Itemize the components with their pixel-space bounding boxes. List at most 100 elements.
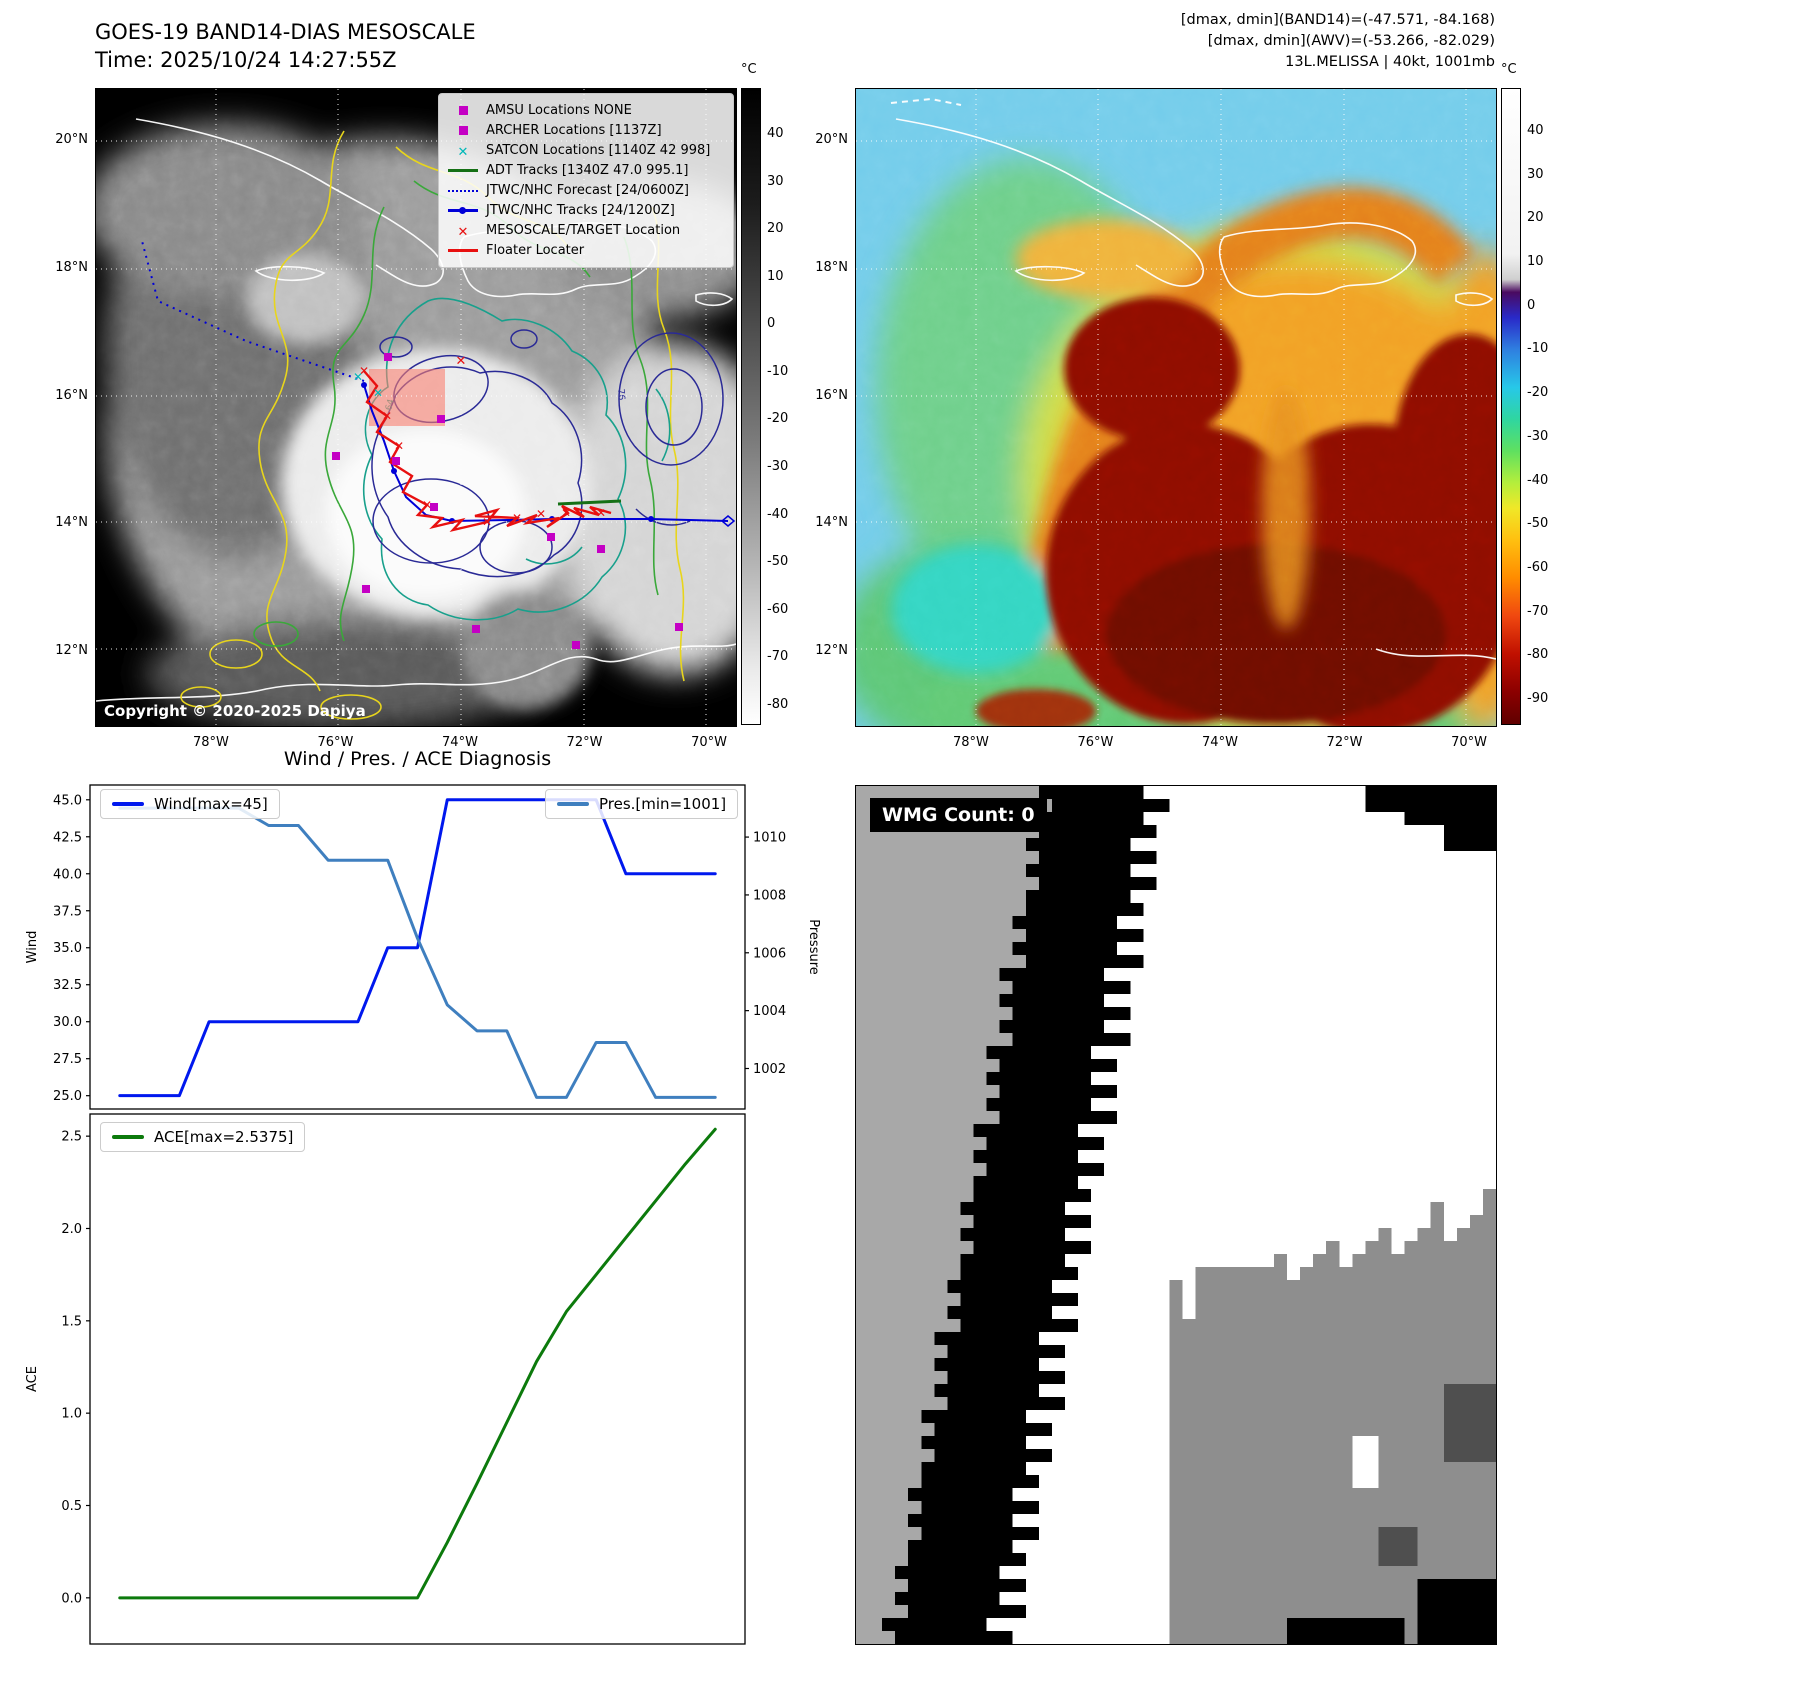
svg-text:1004: 1004 bbox=[753, 1004, 786, 1019]
legend-item-jtwc-track: JTWC/NHC Tracks [24/1200Z] bbox=[448, 201, 724, 220]
wmg-panel: WMG Count: 0 bbox=[855, 785, 1497, 1645]
colorbar-tick-label: -50 bbox=[1527, 516, 1549, 532]
lon-tick-label: 76°W bbox=[317, 735, 354, 750]
colorbar-tick-label: 30 bbox=[767, 173, 784, 189]
svg-text:0.5: 0.5 bbox=[61, 1499, 82, 1514]
amsu-square-icon bbox=[458, 106, 468, 115]
band14-map-panel: 64 76 ✕✕✕ ✕✕✕ ✕✕✕ bbox=[95, 88, 737, 727]
svg-text:✕: ✕ bbox=[359, 364, 369, 378]
svg-text:30.0: 30.0 bbox=[53, 1015, 82, 1030]
forecast-dotted-line-icon bbox=[448, 189, 478, 192]
lon-tick-label: 76°W bbox=[1077, 735, 1114, 750]
coastlines bbox=[890, 97, 1496, 660]
colorbar-tick-label: -90 bbox=[1527, 690, 1549, 706]
legend-item-floater: Floater Locater bbox=[448, 241, 724, 260]
lat-tick-label: 20°N bbox=[815, 132, 848, 147]
colorbar-tick-label: -70 bbox=[1527, 603, 1549, 619]
lat-tick-label: 18°N bbox=[55, 259, 88, 275]
awv-colorbar bbox=[1501, 88, 1521, 725]
svg-text:✕: ✕ bbox=[394, 439, 404, 453]
lon-tick-label: 72°W bbox=[566, 735, 603, 750]
legend-item-forecast: JTWC/NHC Forecast [24/0600Z] bbox=[448, 181, 724, 200]
awv-header-block: [dmax, dmin](BAND14)=(-47.571, -84.168) … bbox=[1055, 10, 1495, 73]
colorbar-tick-label: 0 bbox=[767, 316, 776, 332]
lat-tick-label: 18°N bbox=[815, 259, 848, 275]
lat-tick-label: 12°N bbox=[815, 643, 848, 658]
mesoscale-target-x-icon: ✕ bbox=[456, 354, 467, 369]
svg-text:Wind: Wind bbox=[25, 931, 40, 964]
svg-text:1008: 1008 bbox=[753, 888, 786, 903]
awv-header-awv-range: [dmax, dmin](AWV)=(-53.266, -82.029) bbox=[1207, 33, 1495, 49]
jtwc-forecast-track bbox=[141, 240, 365, 382]
colorbar-tick-label: -10 bbox=[767, 363, 789, 379]
colorbar-tick-label: -40 bbox=[1527, 472, 1549, 488]
mesoscale-target-box bbox=[369, 369, 445, 426]
svg-text:40.0: 40.0 bbox=[53, 867, 82, 882]
svg-text:2.0: 2.0 bbox=[61, 1222, 82, 1237]
grid-lines bbox=[96, 89, 736, 726]
svg-text:✕: ✕ bbox=[536, 507, 546, 521]
ace-legend-label: ACE[max=2.5375] bbox=[154, 1128, 294, 1146]
svg-text:32.5: 32.5 bbox=[53, 978, 82, 993]
band14-colorbar-unit: °C bbox=[741, 62, 757, 77]
legend-item-archer: ARCHER Locations [1137Z] bbox=[448, 121, 724, 140]
svg-text:✕: ✕ bbox=[353, 370, 363, 384]
storm-id-intensity: 13L.MELISSA | 40kt, 1001mb bbox=[1285, 54, 1495, 70]
awv-colorbar-unit: °C bbox=[1501, 62, 1517, 77]
svg-text:1.5: 1.5 bbox=[61, 1314, 82, 1329]
svg-text:1.0: 1.0 bbox=[61, 1407, 82, 1422]
wmg-mask-image bbox=[856, 786, 1496, 1644]
band14-lat-axis: 20°N 18°N 16°N 14°N 12°N bbox=[40, 88, 88, 725]
lon-tick-label: 72°W bbox=[1326, 735, 1363, 750]
colorbar-tick-label: 30 bbox=[1527, 166, 1544, 182]
colorbar-tick-label: -30 bbox=[1527, 428, 1549, 444]
floater-locater-track bbox=[363, 370, 612, 533]
band14-title: GOES-19 BAND14-DIAS MESOSCALE bbox=[95, 20, 476, 44]
svg-text:1002: 1002 bbox=[753, 1062, 786, 1077]
archer-amsu-markers bbox=[332, 353, 683, 649]
band14-title-block: GOES-19 BAND14-DIAS MESOSCALE Time: 2025… bbox=[95, 18, 476, 74]
ace-line-icon bbox=[112, 1135, 144, 1139]
lon-tick-label: 74°W bbox=[1202, 735, 1238, 750]
colorbar-tick-label: -30 bbox=[767, 459, 789, 475]
colorbar-tick-label: 40 bbox=[1527, 123, 1544, 138]
pressure-legend-label: Pres.[min=1001] bbox=[599, 795, 727, 813]
legend-item-satcon: SATCON Locations [1140Z 42 998] bbox=[448, 141, 724, 160]
awv-lon-axis: 78°W 76°W 74°W 72°W 70°W bbox=[855, 735, 1495, 750]
svg-text:42.5: 42.5 bbox=[53, 830, 82, 845]
svg-text:Pressure: Pressure bbox=[806, 919, 820, 975]
moisture-texture bbox=[856, 89, 1496, 726]
svg-text:25.0: 25.0 bbox=[53, 1089, 82, 1104]
svg-text:45.0: 45.0 bbox=[53, 793, 82, 808]
lat-tick-label: 16°N bbox=[815, 387, 848, 403]
wind-legend: Wind[max=45] bbox=[100, 789, 280, 819]
band14-time: Time: 2025/10/24 14:27:55Z bbox=[95, 48, 397, 72]
archer-square-icon bbox=[458, 126, 468, 135]
floater-x-markers: ✕ ✕ ✕ ✕ ✕ ✕ ✕ ✕ ✕ bbox=[359, 364, 606, 529]
floater-line-icon bbox=[448, 249, 478, 252]
lat-tick-label: 14°N bbox=[815, 515, 848, 531]
awv-header-band14-range: [dmax, dmin](BAND14)=(-47.571, -84.168) bbox=[1180, 12, 1495, 28]
wmg-count-label: WMG Count: 0 bbox=[870, 798, 1047, 832]
awv-colorbar-ticks: 40 30 20 10 0 -10 -20 -30 -40 -50 -60 -70 -80 -90 bbox=[1527, 88, 1548, 725]
adt-track bbox=[557, 499, 622, 506]
lat-tick-label: 12°N bbox=[55, 643, 88, 658]
svg-text:27.5: 27.5 bbox=[53, 1052, 82, 1067]
colorbar-tick-label: 20 bbox=[767, 221, 784, 237]
svg-text:✕: ✕ bbox=[561, 506, 571, 520]
target-x-icon bbox=[458, 221, 469, 240]
colorbar-tick-label: -50 bbox=[767, 554, 789, 570]
wind-legend-label: Wind[max=45] bbox=[154, 795, 268, 813]
pressure-line-icon bbox=[557, 802, 589, 806]
band14-lon-axis: 78°W 76°W 74°W 72°W 70°W bbox=[95, 735, 735, 750]
legend-item-target: MESOSCALE/TARGET Location bbox=[448, 221, 724, 240]
colorbar-tick-label: 0 bbox=[1527, 297, 1536, 313]
svg-text:ACE: ACE bbox=[25, 1366, 40, 1392]
colorbar-tick-label: -60 bbox=[1527, 559, 1549, 575]
svg-text:35.0: 35.0 bbox=[53, 941, 82, 956]
svg-text:✕: ✕ bbox=[512, 511, 522, 525]
lon-tick-label: 70°W bbox=[1451, 735, 1487, 750]
colorbar-tick-label: -70 bbox=[767, 649, 789, 665]
colorbar-tick-label: -20 bbox=[1527, 385, 1549, 401]
